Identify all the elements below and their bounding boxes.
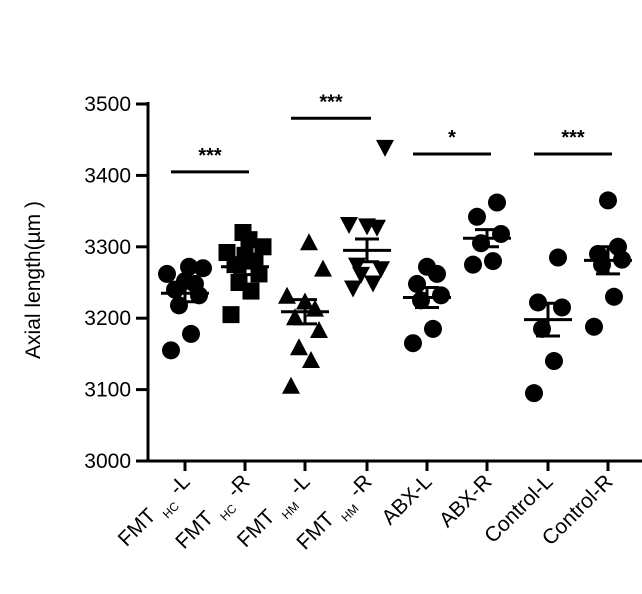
data-point [162,341,180,360]
data-point [464,255,482,274]
data-point [278,286,296,304]
y-tick-label: 3300 [84,236,131,259]
data-point [585,317,603,336]
y-tick-label: 3400 [84,164,131,187]
data-point [310,321,328,339]
y-tick-label: 3100 [84,379,131,402]
data-point [218,244,236,262]
data-point [376,139,394,157]
data-point [344,280,362,298]
data-point [605,287,623,306]
data-point [300,233,318,251]
category-label: ABX-L [377,470,436,529]
significance-label: * [448,127,456,149]
y-tick-label: 3500 [84,93,131,116]
data-point [230,274,248,291]
data-point [424,319,442,338]
significance-label: *** [561,127,585,149]
data-point [545,352,563,371]
data-point [180,257,198,276]
data-point [302,351,320,369]
axes: 3000 3100 3200 3300 3400 3500 [84,93,642,473]
data-point [418,257,436,276]
significance-label: *** [319,91,343,113]
data-point [484,252,502,271]
data-point [549,248,567,267]
data-point [254,238,272,256]
data-point [372,261,390,279]
y-axis-title: Axial length(µm ) [22,201,45,359]
data-point [525,384,543,403]
plot-area [158,139,632,403]
data-point [488,193,506,212]
data-point [222,306,240,324]
data-point [158,264,176,283]
data-point [340,216,358,234]
data-point [282,376,300,394]
significance-markers: ******* *** [171,91,612,174]
data-point [250,265,268,283]
category-label: ABX-R [435,470,497,532]
data-point [182,324,200,343]
data-point [408,274,426,293]
data-point [290,338,308,356]
data-point [194,259,212,278]
data-point [492,224,510,243]
data-point [599,191,617,210]
y-tick-label: 3000 [84,450,131,473]
data-point [553,298,571,317]
data-point [358,218,376,236]
data-point [468,207,486,226]
data-point [364,275,382,293]
significance-label: *** [198,145,222,167]
data-point [589,244,607,263]
data-point [314,259,332,277]
data-point [234,224,252,242]
data-point [432,286,450,305]
y-tick-label: 3200 [84,307,131,330]
data-point [286,308,304,326]
data-point [404,334,422,353]
